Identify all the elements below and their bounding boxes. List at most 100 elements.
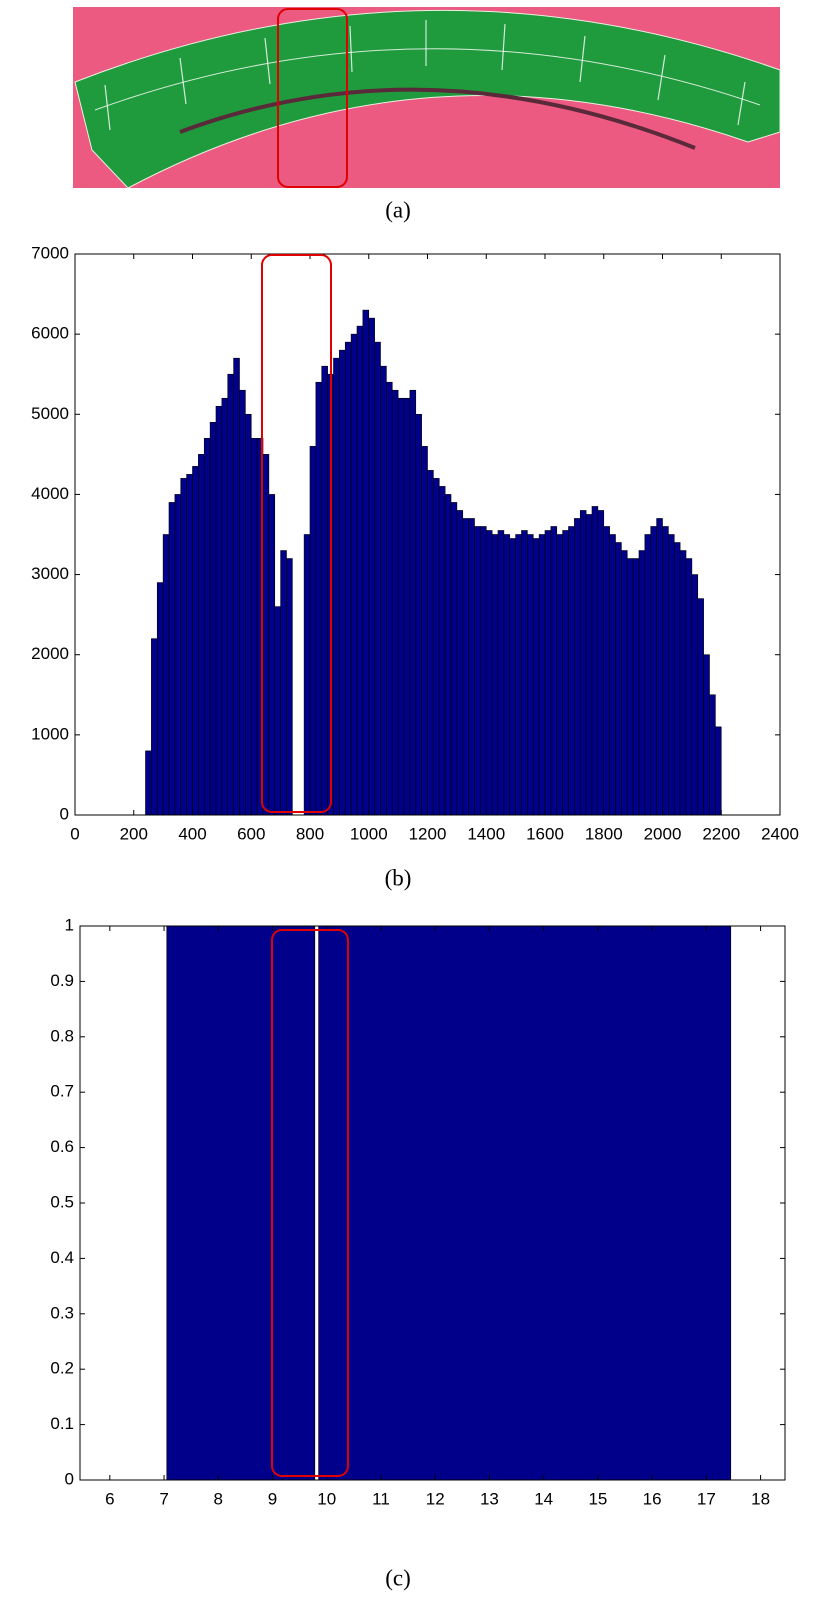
x-tick-label: 17	[697, 1489, 716, 1508]
photo	[73, 7, 781, 189]
bar	[280, 550, 287, 816]
x-tick-label: 16	[643, 1489, 662, 1508]
y-tick-label: 0.3	[50, 1303, 74, 1322]
x-tick-label: 1600	[526, 824, 564, 843]
bar	[650, 526, 657, 816]
bar	[427, 470, 434, 816]
bar	[656, 518, 663, 816]
dial-scale	[74, 9, 781, 189]
bar	[685, 558, 693, 816]
bar	[198, 454, 205, 816]
bar	[697, 598, 704, 816]
y-tick-label: 0.6	[50, 1137, 74, 1156]
caption: (a)	[385, 197, 411, 222]
highlight-box	[271, 929, 349, 1477]
bar	[568, 526, 575, 816]
x-tick-label: 13	[480, 1489, 499, 1508]
x-tick-label: 7	[159, 1489, 168, 1508]
x-tick-label: 2000	[644, 824, 682, 843]
x-tick-label: 18	[751, 1489, 770, 1508]
bar	[603, 526, 610, 816]
bar	[315, 381, 323, 816]
bar	[391, 389, 399, 816]
y-tick-label: 4000	[31, 484, 69, 503]
bar	[691, 574, 699, 816]
bar	[250, 438, 258, 816]
bar	[544, 530, 552, 816]
bar	[268, 494, 276, 816]
y-tick-label: 0.8	[50, 1026, 74, 1045]
bar	[709, 694, 716, 816]
bar	[562, 530, 569, 816]
bar	[227, 373, 234, 816]
bar	[186, 474, 193, 816]
x-tick-label: 400	[178, 824, 206, 843]
caption: (b)	[385, 865, 412, 890]
dial-line	[94, 48, 761, 111]
x-tick-label: 1000	[350, 824, 388, 843]
x-tick-label: 600	[237, 824, 265, 843]
y-tick-label: 0.4	[50, 1248, 74, 1267]
bar	[386, 381, 393, 816]
chart: 0 200 400 600 800 1000 1200 1400 1600 1800 2000 220…	[31, 243, 799, 890]
y-tick-label: 0.1	[50, 1414, 74, 1433]
bar	[556, 534, 563, 816]
y-tick-label: 3000	[31, 564, 69, 583]
bar	[597, 510, 605, 816]
y-tick-label: 0	[65, 1469, 74, 1488]
bar	[151, 638, 158, 816]
dial-slot	[179, 87, 696, 150]
chart: 6 7 8 9 10 11 12 13 14 15 16 17 18 0 0.1 0.2 0.3 0.4 0.5 0.…	[50, 915, 786, 1590]
bar	[621, 550, 628, 816]
x-tick-label: 12	[426, 1489, 445, 1508]
x-tick-label: 200	[120, 824, 148, 843]
bar	[415, 413, 422, 816]
bar	[433, 478, 440, 816]
dial-ticks	[104, 20, 746, 131]
bar	[403, 397, 411, 816]
bar	[380, 365, 387, 816]
x-tick-label: 0	[70, 824, 79, 843]
x-tick-label: 11	[372, 1489, 390, 1508]
bar	[715, 726, 722, 816]
bar	[574, 518, 581, 816]
y-tick-label: 0.9	[50, 971, 74, 990]
bar	[215, 405, 223, 816]
bar	[644, 534, 652, 816]
bar	[245, 413, 252, 816]
y-tick-label: 0	[60, 804, 69, 823]
y-tick-label: 1000	[31, 724, 69, 743]
y-tick-label: 0.5	[50, 1192, 74, 1211]
bar	[203, 438, 211, 816]
x-tick-label: 800	[296, 824, 324, 843]
bar	[679, 550, 687, 816]
bar	[673, 542, 681, 816]
bar	[626, 558, 634, 816]
y-tick-label: 0.7	[50, 1082, 74, 1101]
bar	[703, 654, 710, 816]
bar	[286, 558, 293, 816]
bar	[168, 502, 176, 816]
bar	[209, 421, 217, 816]
bar	[344, 341, 352, 816]
bar	[409, 389, 417, 816]
y-tick-label: 5000	[31, 404, 69, 423]
bar	[362, 309, 370, 816]
bar	[497, 530, 505, 816]
bar	[309, 446, 317, 816]
bar	[438, 486, 446, 816]
bar	[303, 534, 311, 816]
x-tick-label: 6	[105, 1489, 114, 1508]
x-tick-label: 15	[588, 1489, 607, 1508]
bar	[262, 454, 270, 816]
bar	[192, 466, 199, 816]
bar	[662, 526, 669, 816]
bar	[239, 389, 246, 816]
highlight-box	[261, 254, 332, 813]
bar	[521, 530, 528, 816]
highlight-box	[277, 8, 348, 188]
bar	[221, 397, 229, 816]
x-tick-label: 2400	[761, 824, 799, 843]
